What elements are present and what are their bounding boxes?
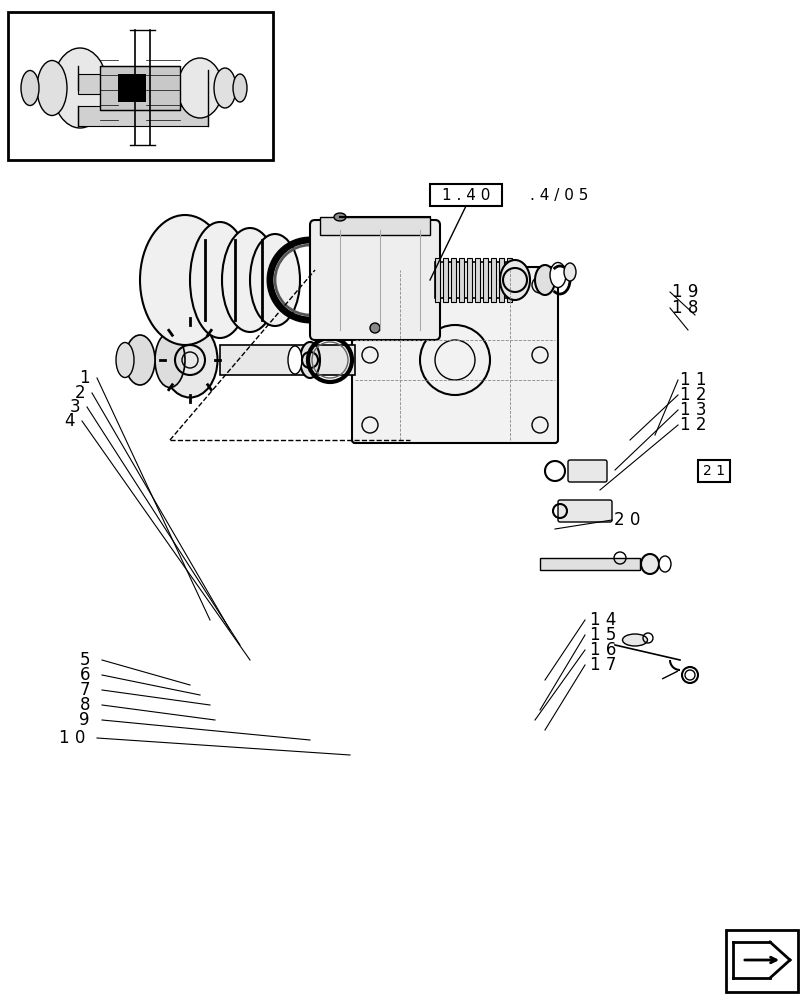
Bar [435, 262, 514, 298]
Ellipse shape [214, 68, 236, 108]
Ellipse shape [288, 346, 302, 374]
Bar [118, 74, 146, 102]
Text: 1 4: 1 4 [590, 611, 616, 629]
Text: 1 9: 1 9 [672, 283, 697, 301]
Text: 1 3: 1 3 [679, 401, 706, 419]
Bar [725, 930, 797, 992]
Text: 1 1: 1 1 [679, 371, 706, 389]
Circle shape [370, 323, 380, 333]
Ellipse shape [549, 262, 565, 288]
Bar [100, 66, 180, 110]
Text: 1 5: 1 5 [590, 626, 616, 644]
Text: 1 8: 1 8 [672, 299, 697, 317]
Text: 1 2: 1 2 [679, 386, 706, 404]
Ellipse shape [659, 556, 670, 572]
FancyBboxPatch shape [557, 500, 611, 522]
Ellipse shape [640, 554, 659, 574]
Text: 1 2: 1 2 [679, 416, 706, 434]
Ellipse shape [221, 228, 277, 332]
Text: 2 0: 2 0 [613, 511, 639, 529]
Text: 6: 6 [79, 666, 90, 684]
Text: 9: 9 [79, 711, 90, 729]
Bar [506, 258, 512, 302]
Ellipse shape [564, 263, 575, 281]
Bar [443, 258, 448, 302]
FancyBboxPatch shape [310, 220, 440, 340]
Text: 1 . 4 0: 1 . 4 0 [441, 188, 490, 203]
Ellipse shape [500, 260, 530, 300]
Text: 4: 4 [64, 412, 75, 430]
Ellipse shape [622, 634, 646, 646]
Ellipse shape [53, 48, 107, 128]
Bar [539, 558, 639, 570]
FancyBboxPatch shape [568, 460, 607, 482]
FancyBboxPatch shape [351, 267, 557, 443]
Ellipse shape [534, 265, 554, 295]
Ellipse shape [139, 215, 230, 345]
Bar [8, 12, 272, 160]
Bar [78, 74, 208, 94]
Text: 1: 1 [79, 369, 90, 387]
Ellipse shape [37, 61, 67, 116]
Bar [697, 460, 729, 482]
Text: 1 0: 1 0 [58, 729, 85, 747]
Bar [499, 258, 504, 302]
Ellipse shape [299, 342, 320, 378]
Bar [320, 217, 430, 235]
Bar [220, 345, 354, 375]
Ellipse shape [162, 322, 217, 397]
Text: 5: 5 [79, 651, 90, 669]
Ellipse shape [125, 335, 155, 385]
Bar [466, 258, 471, 302]
Ellipse shape [21, 71, 39, 106]
Ellipse shape [116, 342, 134, 377]
Text: 3: 3 [69, 398, 80, 416]
Text: 8: 8 [79, 696, 90, 714]
Bar [491, 258, 496, 302]
Bar [450, 258, 456, 302]
Ellipse shape [233, 74, 247, 102]
Bar [483, 258, 487, 302]
Bar [78, 106, 208, 126]
Bar [458, 258, 463, 302]
Text: . 4 / 0 5: . 4 / 0 5 [530, 188, 588, 203]
Bar [474, 258, 479, 302]
Bar [430, 184, 501, 206]
Polygon shape [732, 942, 789, 978]
Ellipse shape [333, 213, 345, 221]
Ellipse shape [190, 222, 250, 338]
Text: 2 1: 2 1 [702, 464, 724, 478]
Ellipse shape [155, 332, 185, 387]
Text: 2: 2 [75, 384, 85, 402]
Text: 1 6: 1 6 [590, 641, 616, 659]
Text: 1 7: 1 7 [590, 656, 616, 674]
Bar [435, 258, 440, 302]
Ellipse shape [250, 234, 299, 326]
Ellipse shape [178, 58, 222, 118]
Text: 7: 7 [79, 681, 90, 699]
